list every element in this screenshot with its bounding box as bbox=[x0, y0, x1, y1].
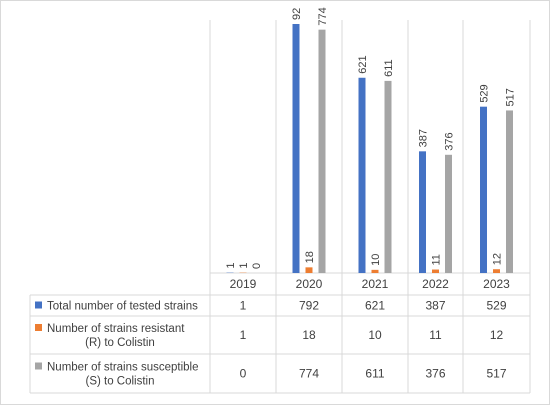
series-name: Total number of tested strains bbox=[47, 301, 198, 313]
data-label: 774 bbox=[317, 7, 329, 25]
table-cell: 0 bbox=[240, 367, 247, 381]
data-label: 376 bbox=[444, 132, 456, 150]
bar-number-of-strains-susceptible bbox=[385, 81, 392, 273]
bar-number-of-strains-resistant bbox=[493, 269, 500, 273]
data-label: 0 bbox=[251, 263, 263, 269]
table-cell: 18 bbox=[302, 328, 316, 342]
bar-total-number-of-tested bbox=[419, 151, 426, 273]
data-label: 517 bbox=[505, 88, 517, 106]
data-label: 611 bbox=[383, 59, 395, 77]
data-label: 18 bbox=[304, 251, 316, 263]
bar-total-number-of-tested bbox=[359, 78, 366, 273]
data-label: 621 bbox=[357, 55, 369, 73]
series-name: (R) to Colistin bbox=[85, 337, 155, 349]
data-label: 387 bbox=[418, 129, 430, 147]
table-cell: 792 bbox=[299, 299, 319, 313]
category-label: 2023 bbox=[483, 277, 510, 291]
bar-number-of-strains-susceptible bbox=[445, 155, 452, 273]
series-name: (S) to Colistin bbox=[85, 376, 154, 388]
table-cell: 12 bbox=[490, 328, 504, 342]
bar-total-number-of-tested bbox=[480, 107, 487, 273]
data-label: 92 bbox=[291, 8, 303, 20]
table-cell: 387 bbox=[425, 299, 445, 313]
data-label: 11 bbox=[431, 254, 443, 265]
table-cell: 621 bbox=[365, 299, 385, 313]
table-cell: 1 bbox=[240, 299, 247, 313]
table-cell: 529 bbox=[486, 299, 506, 313]
table-cell: 1 bbox=[240, 328, 247, 342]
bar-number-of-strains-susceptible bbox=[506, 110, 513, 273]
category-label: 2021 bbox=[362, 277, 389, 291]
bar-total-number-of-tested bbox=[293, 24, 300, 273]
bar-number-of-strains-susceptible bbox=[319, 30, 326, 273]
table-cell: 611 bbox=[365, 367, 384, 381]
data-label: 12 bbox=[492, 253, 504, 265]
legend-key bbox=[35, 363, 42, 370]
data-label: 10 bbox=[370, 254, 382, 266]
series-name: Number of strains resistant bbox=[47, 323, 185, 335]
category-label: 2019 bbox=[230, 277, 257, 291]
category-label: 2020 bbox=[296, 277, 323, 291]
bar-number-of-strains-resistant bbox=[432, 270, 439, 273]
category-label: 2022 bbox=[422, 277, 449, 291]
table-cell: 774 bbox=[299, 367, 319, 381]
legend-key bbox=[35, 324, 42, 331]
table-cell: 11 bbox=[429, 328, 442, 342]
table-cell: 376 bbox=[425, 367, 445, 381]
data-label: 1 bbox=[225, 263, 237, 269]
table-cell: 517 bbox=[486, 367, 506, 381]
bar-number-of-strains-resistant bbox=[372, 270, 379, 273]
bar-number-of-strains-resistant bbox=[306, 267, 313, 273]
series-name: Number of strains susceptible bbox=[47, 362, 198, 374]
table-cell: 10 bbox=[368, 328, 382, 342]
legend-key bbox=[35, 302, 42, 309]
data-label: 1 bbox=[238, 263, 250, 269]
data-label: 529 bbox=[479, 84, 491, 102]
